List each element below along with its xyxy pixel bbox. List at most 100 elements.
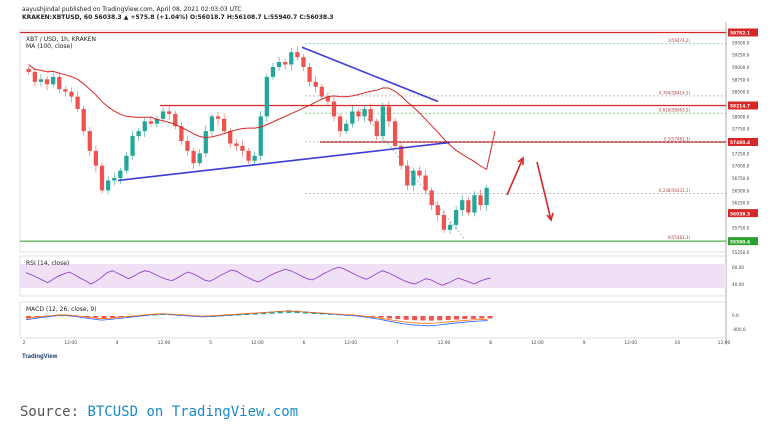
- candle: [386, 101, 392, 128]
- candle: [105, 176, 111, 195]
- fib-label: 1(59474.2): [668, 38, 691, 43]
- candle: [69, 87, 74, 103]
- candle: [75, 91, 80, 112]
- fib-label: 0.764(58414.3): [659, 90, 691, 95]
- price-tag-resistance: 57480.4: [730, 140, 750, 146]
- candle: [252, 151, 257, 165]
- macd-histogram-bar: [395, 316, 401, 320]
- fib-label: 0.618(58063.5): [659, 108, 691, 113]
- x-tick-label: 7: [396, 340, 399, 346]
- candle: [472, 191, 477, 217]
- y-tick-label: 59500.0: [732, 40, 750, 45]
- macd-tick-label: 0.0: [732, 313, 739, 318]
- macd-pane: [19, 301, 727, 339]
- candle: [118, 167, 123, 184]
- candle: [380, 102, 385, 141]
- macd-histogram-bar: [386, 316, 392, 319]
- macd-histogram-bar: [437, 316, 443, 321]
- candle: [38, 73, 44, 87]
- y-tick-label: 58000.0: [732, 114, 750, 119]
- candle: [179, 122, 184, 145]
- moving-average-line: [28, 64, 496, 171]
- price-tag-top-bg: [728, 28, 758, 37]
- arrow-down-head: [546, 212, 554, 222]
- x-tick-label: 2: [23, 340, 26, 346]
- y-tick-label: 55250.0: [732, 250, 750, 255]
- candle: [26, 66, 31, 75]
- x-tick-label: 8: [489, 340, 492, 346]
- candle: [215, 112, 221, 125]
- price-tag-current-bg: [728, 209, 758, 218]
- candle: [325, 92, 331, 106]
- macd-histogram-bar: [403, 316, 409, 320]
- price-tag-support: 55590.4: [730, 239, 750, 245]
- macd-histogram-bar: [109, 316, 115, 318]
- macd-histogram-bar: [227, 315, 233, 316]
- candle: [246, 147, 251, 164]
- trendline-support: [117, 141, 451, 182]
- x-tick-label: 12:00: [438, 340, 451, 346]
- y-tick-label: 58750.0: [732, 77, 750, 82]
- candle: [93, 145, 99, 172]
- candle: [356, 108, 361, 122]
- macd-histogram-bar: [101, 316, 107, 319]
- candle: [466, 197, 471, 216]
- candle: [142, 117, 147, 138]
- candle: [167, 105, 172, 120]
- x-tick-label: 12:00: [624, 340, 637, 346]
- x-tick-label: 12:00: [531, 340, 544, 346]
- macd-histogram-bar: [118, 316, 124, 318]
- candle: [185, 135, 190, 156]
- candle: [447, 221, 453, 234]
- arrow-down-stroke: [536, 161, 552, 221]
- x-tick-label: 4: [116, 340, 119, 346]
- candle: [392, 118, 398, 149]
- macd-label: MACD (12, 26, close, 9): [26, 306, 97, 313]
- source-link[interactable]: BTCUSD on TradingView.com: [87, 404, 299, 420]
- rsi-tick-label: 60.00: [732, 265, 744, 270]
- macd-histogram-bar: [454, 316, 460, 320]
- y-tick-label: 56750.0: [732, 176, 750, 181]
- fib-label: 0.5(57481.3): [664, 136, 690, 141]
- x-tick-label: 12:00: [718, 340, 731, 346]
- y-tick-label: 57750.0: [732, 127, 750, 132]
- x-tick-label: 10: [675, 340, 681, 346]
- macd-histogram-bar: [93, 316, 99, 318]
- candle: [173, 110, 178, 130]
- candle: [264, 73, 269, 123]
- tradingview-logo: TradingView: [22, 354, 58, 360]
- arrow-up-head: [517, 156, 524, 165]
- macd-histogram-bar: [428, 316, 434, 321]
- candle: [197, 149, 202, 167]
- y-tick-label: 57250.0: [732, 151, 750, 156]
- candle: [405, 160, 410, 191]
- macd-tick-label: -400.0: [732, 327, 746, 332]
- candle: [99, 162, 105, 194]
- macd-histogram-bar: [487, 316, 493, 319]
- candle: [307, 62, 312, 87]
- candle: [124, 151, 129, 174]
- y-tick-label: 56250.0: [732, 201, 750, 206]
- candle: [234, 139, 239, 151]
- macd-histogram-bar: [277, 311, 283, 314]
- chart-area: 59500.059250.059000.058750.058500.058250…: [19, 22, 758, 346]
- x-tick-label: 12:00: [64, 340, 77, 346]
- candle: [63, 86, 68, 97]
- macd-histogram-bar: [462, 316, 468, 320]
- candle: [301, 54, 306, 71]
- macd-histogram-bar: [412, 316, 418, 321]
- candle: [240, 140, 245, 157]
- price-tag-resistance-bg: [728, 137, 758, 146]
- macd-histogram-bar: [420, 316, 426, 321]
- rsi-tick-label: 40.00: [732, 282, 744, 287]
- price-tag-top: 59782.1: [730, 31, 750, 37]
- macd-histogram-bar: [261, 312, 267, 315]
- fib-label: 0(55481.3): [668, 235, 691, 240]
- candle: [399, 141, 404, 170]
- candle: [337, 113, 343, 138]
- candle: [478, 189, 483, 211]
- macd-histogram-bar: [470, 316, 476, 319]
- symbol-line: KRAKEN:XBTUSD, 60 56038.3 ▲ +575.8 (+1.0…: [22, 14, 334, 21]
- macd-signal-line: [25, 310, 488, 324]
- candle: [484, 184, 489, 212]
